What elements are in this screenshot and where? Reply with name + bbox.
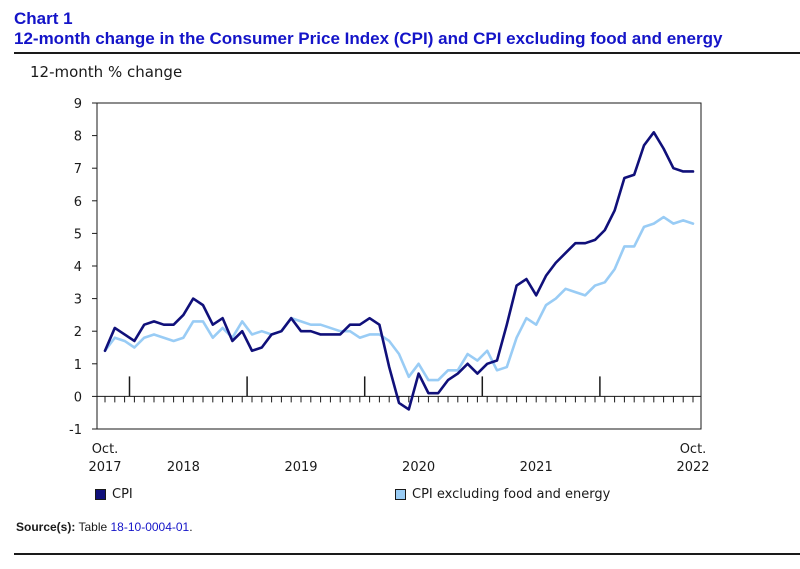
footer-divider [14,553,800,555]
line-chart: -1 0 1 2 3 4 5 6 7 8 9 Oct. 2017 2018 2019 2020 2021 Oct.… [69,97,710,475]
y-tick-label: 3 [74,293,82,308]
legend-item-cpi: CPI [95,487,133,502]
x-tick-label-month: Oct. [680,442,707,457]
legend-label-core-cpi: CPI excluding food and energy [412,487,611,502]
source-note: Source(s): Table 18-10-0004-01. [16,520,193,534]
x-tick-label-year: 2021 [520,460,553,475]
y-tick-label: 8 [74,130,82,145]
y-tick-label: -1 [69,423,82,438]
source-text: Table [78,520,108,534]
x-tick-label-month: Oct. [92,442,119,457]
y-tick-label: 6 [74,195,82,210]
y-tick-label: 2 [74,325,82,340]
x-tick-label-year: 2020 [402,460,435,475]
y-tick-label: 7 [74,162,82,177]
header-divider [14,52,800,54]
x-tick-label-year: 2018 [167,460,200,475]
series-line-core-cpi [103,215,695,382]
y-tick-label: 5 [74,227,82,242]
legend-swatch-core-cpi [395,489,406,500]
source-table-link[interactable]: 18-10-0004-01 [110,520,190,534]
plot-area-frame [96,102,702,430]
y-tick-label: 4 [74,260,82,275]
x-tick-label-year: 2022 [676,460,709,475]
y-tick-label: 1 [74,358,82,373]
x-tick-label-year: 2017 [88,460,121,475]
y-axis-label: 12-month % change [30,63,183,81]
legend-item-core-cpi: CPI excluding food and energy [395,487,610,502]
chart-number: Chart 1 [14,9,73,28]
y-tick-label: 9 [74,97,82,112]
y-tick-label: 0 [74,390,82,405]
legend-label-cpi: CPI [112,487,133,502]
source-suffix: . [189,520,193,534]
series-line-cpi [103,131,695,411]
x-tick-label-year: 2019 [284,460,317,475]
chart-title: 12-month change in the Consumer Price In… [14,29,723,48]
source-label: Source(s): [16,520,76,534]
legend-swatch-cpi [95,489,106,500]
chart-header: Chart 1 12-month change in the Consumer … [14,9,800,49]
